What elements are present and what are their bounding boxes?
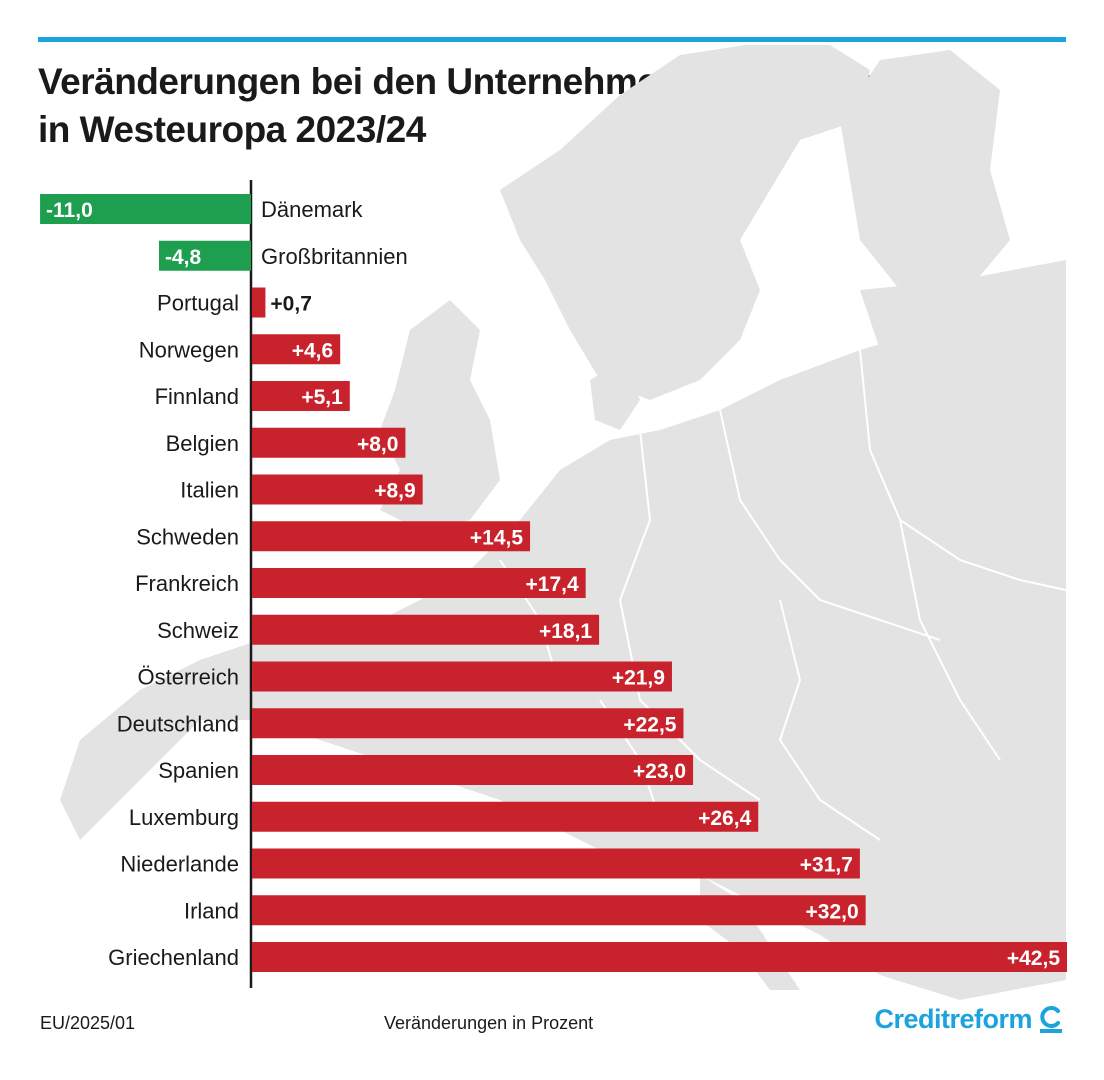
bar	[252, 381, 350, 411]
category-label: Spanien	[158, 758, 239, 783]
value-label: +8,0	[357, 433, 398, 456]
map-mainland	[60, 290, 1066, 1000]
value-label: +42,5	[1007, 947, 1060, 970]
bar	[252, 568, 586, 598]
bar	[252, 755, 694, 785]
category-label: Italien	[180, 478, 239, 503]
value-label: +22,5	[623, 713, 676, 736]
bar	[40, 194, 251, 224]
category-label: Österreich	[138, 665, 239, 690]
map-border	[618, 429, 761, 801]
category-label: Schweiz	[157, 618, 239, 643]
category-label: Norwegen	[139, 337, 239, 362]
value-label: +4,6	[292, 339, 333, 362]
map-border	[899, 519, 1001, 761]
map-border	[719, 409, 941, 641]
category-label: Niederlande	[120, 852, 239, 877]
bar	[252, 427, 406, 458]
bar	[252, 848, 860, 879]
bar	[252, 661, 672, 692]
map-baltics	[860, 260, 1066, 350]
category-label: Großbritannien	[261, 244, 408, 269]
value-label: +31,7	[800, 854, 853, 877]
category-label: Griechenland	[108, 945, 239, 970]
value-label: -11,0	[46, 199, 93, 222]
map-finland	[840, 50, 1010, 300]
map-great-britain	[380, 300, 500, 530]
category-label: Belgien	[166, 431, 239, 456]
bar	[252, 895, 866, 926]
bar	[252, 521, 531, 552]
brand-name: Creditreform	[874, 1004, 1032, 1034]
value-label: +8,9	[374, 480, 415, 503]
map-scandinavia	[500, 45, 870, 400]
map-border	[778, 599, 881, 841]
map-border	[859, 349, 1067, 591]
category-label: Luxemburg	[129, 805, 239, 830]
value-label: +21,9	[612, 667, 665, 690]
value-label: +26,4	[698, 807, 751, 830]
bar	[252, 474, 423, 505]
category-label: Deutschland	[117, 711, 239, 736]
value-label: +14,5	[470, 526, 523, 549]
footer-code: EU/2025/01	[40, 1013, 136, 1033]
category-label: Dänemark	[261, 197, 363, 222]
bar	[252, 708, 684, 739]
value-label: +17,4	[526, 573, 579, 596]
map-denmark	[590, 360, 640, 430]
value-label: +5,1	[301, 386, 343, 409]
category-label: Frankreich	[135, 571, 239, 596]
value-label: +23,0	[633, 760, 686, 783]
creditreform-logo: Creditreform	[874, 1004, 1064, 1035]
bar	[158, 240, 251, 271]
category-label: Schweden	[136, 524, 239, 549]
value-label: +0,7	[270, 293, 311, 316]
footer-caption: Veränderungen in Prozent	[384, 1013, 594, 1033]
bar	[252, 801, 759, 832]
bar	[252, 287, 266, 318]
top-accent-rule	[38, 37, 1066, 42]
value-label: -4,8	[165, 246, 202, 269]
creditreform-logo-icon	[1040, 1005, 1062, 1033]
chart-title-line-2: in Westeuropa 2023/24	[38, 109, 426, 150]
value-label: +18,1	[539, 620, 592, 643]
bar	[252, 334, 341, 365]
map-border	[769, 189, 841, 281]
bar	[252, 942, 1067, 972]
bar	[252, 614, 600, 645]
category-label: Portugal	[157, 291, 239, 316]
category-label: Irland	[184, 898, 239, 923]
category-label: Finnland	[155, 384, 239, 409]
value-label: +32,0	[806, 900, 859, 923]
